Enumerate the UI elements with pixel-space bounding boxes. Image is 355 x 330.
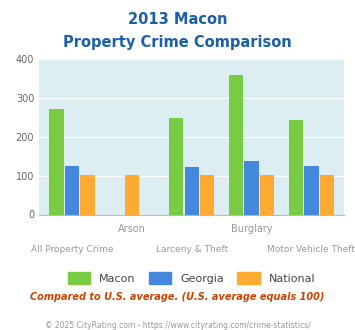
Bar <box>289 120 303 214</box>
Bar <box>80 175 95 215</box>
Bar <box>125 175 139 215</box>
Text: Larceny & Theft: Larceny & Theft <box>155 245 228 254</box>
Text: Compared to U.S. average. (U.S. average equals 100): Compared to U.S. average. (U.S. average … <box>30 292 325 302</box>
Bar <box>200 175 214 215</box>
Bar <box>169 117 183 214</box>
Bar <box>229 75 243 214</box>
Bar <box>244 161 259 214</box>
Text: All Property Crime: All Property Crime <box>31 245 113 254</box>
Text: © 2025 CityRating.com - https://www.cityrating.com/crime-statistics/: © 2025 CityRating.com - https://www.city… <box>45 321 310 330</box>
Text: Property Crime Comparison: Property Crime Comparison <box>63 35 292 50</box>
Text: Motor Vehicle Theft: Motor Vehicle Theft <box>267 245 355 254</box>
Bar <box>65 166 79 214</box>
Bar <box>320 175 334 215</box>
Bar <box>260 175 274 215</box>
Text: 2013 Macon: 2013 Macon <box>128 12 227 26</box>
Bar <box>49 109 64 214</box>
Bar <box>185 167 199 214</box>
Legend: Macon, Georgia, National: Macon, Georgia, National <box>63 267 321 289</box>
Bar <box>304 166 318 214</box>
